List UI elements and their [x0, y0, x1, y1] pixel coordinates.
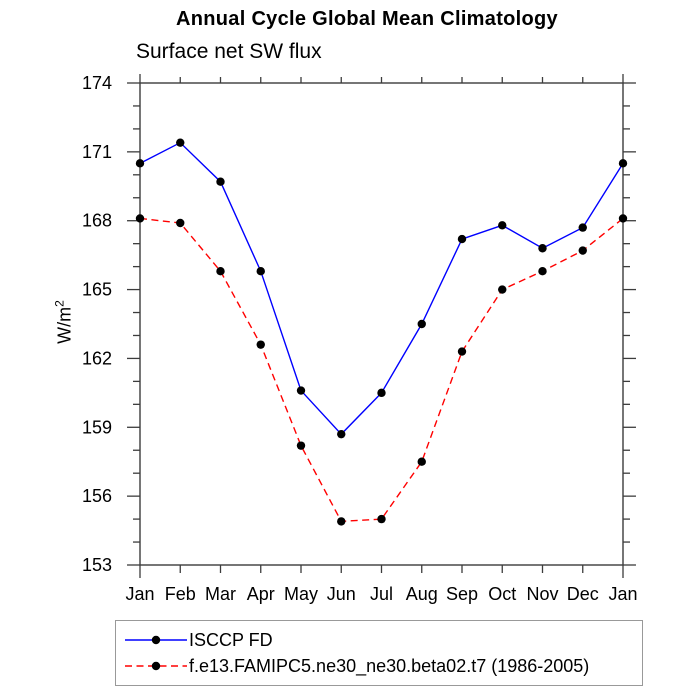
data-point-marker — [538, 244, 547, 253]
legend-item-model-run: f.e13.FAMIPC5.ne30_ne30.beta02.t7 (1986-… — [124, 653, 642, 679]
data-point-marker — [618, 159, 628, 168]
y-tick-label: 156 — [82, 486, 112, 506]
data-point-marker — [337, 429, 346, 439]
x-tick-label: Jul — [370, 584, 393, 604]
data-point-marker — [417, 319, 426, 329]
y-tick-label: 153 — [82, 555, 112, 575]
data-point-marker — [256, 340, 265, 349]
data-point-marker — [618, 214, 628, 223]
x-tick-label: Aug — [406, 584, 438, 604]
data-point-marker — [457, 234, 467, 244]
axis-tick-labels: 153 156 159 162 165 168 171 174 Jan Feb Mar Apr May J… — [82, 73, 638, 604]
x-tick-label: Nov — [526, 584, 558, 604]
x-tick-label: May — [284, 584, 318, 604]
legend-marker-dot — [151, 661, 161, 671]
data-point-marker — [216, 267, 225, 276]
data-point-marker — [337, 517, 346, 526]
axis-ticks — [127, 74, 636, 578]
legend: ISCCP FD f.e13.FAMIPC5.ne30_ne30.beta02.… — [115, 620, 643, 686]
legend-line-sample-dashed — [125, 661, 187, 671]
series-line-1 — [139, 217, 624, 523]
x-tick-label: Jan — [125, 584, 154, 604]
x-tick-label: Jan — [608, 584, 637, 604]
x-tick-label: Sep — [446, 584, 478, 604]
legend-marker-dot — [151, 635, 161, 645]
legend-item-isccp-fd: ISCCP FD — [124, 627, 642, 653]
y-tick-label: 171 — [82, 142, 112, 162]
data-point-marker — [296, 386, 306, 395]
data-point-marker — [538, 267, 547, 276]
data-point-marker — [377, 388, 386, 398]
data-point-marker — [498, 285, 507, 294]
y-tick-label: 165 — [82, 280, 112, 300]
data-point-marker — [176, 218, 185, 228]
data-point-marker — [135, 214, 145, 223]
y-tick-label: 162 — [82, 348, 112, 368]
x-tick-label: Jun — [327, 584, 356, 604]
data-point-marker — [417, 457, 426, 466]
x-tick-label: Apr — [247, 584, 275, 604]
chart-subtitle: Surface net SW flux — [136, 40, 322, 63]
x-tick-label: Mar — [205, 584, 236, 604]
plot-frame — [139, 82, 624, 566]
legend-label-model-run: f.e13.FAMIPC5.ne30_ne30.beta02.t7 (1986-… — [189, 655, 590, 676]
legend-line-sample-solid — [125, 635, 187, 645]
y-tick-label: 174 — [82, 73, 112, 93]
x-tick-label: Feb — [165, 584, 196, 604]
chart-title: Annual Cycle Global Mean Climatology — [176, 8, 558, 30]
legend-label-isccp-fd: ISCCP FD — [189, 629, 273, 650]
data-point-marker — [498, 221, 507, 230]
y-tick-label: 168 — [82, 211, 112, 231]
data-point-marker — [457, 347, 467, 356]
y-tick-label: 159 — [82, 417, 112, 437]
data-point-marker — [256, 267, 265, 276]
data-point-marker — [296, 441, 306, 450]
data-point-marker — [578, 223, 587, 232]
x-tick-label: Oct — [488, 584, 516, 604]
data-point-marker — [176, 138, 185, 147]
x-tick-label: Dec — [567, 584, 599, 604]
data-point-marker — [135, 159, 145, 168]
data-point-marker — [377, 514, 386, 524]
data-point-marker — [578, 246, 587, 255]
data-point-marker — [216, 177, 225, 186]
